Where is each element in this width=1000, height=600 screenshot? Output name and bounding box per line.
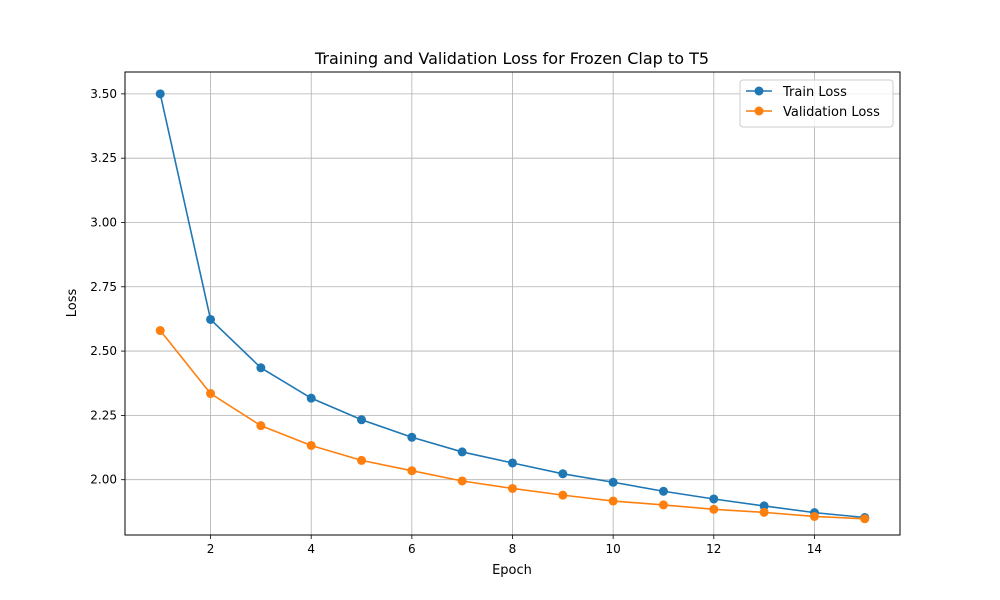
validation-loss-point <box>508 483 517 493</box>
chart-title: Training and Validation Loss for Frozen … <box>314 49 709 68</box>
legend: Train Loss Validation Loss <box>739 79 894 128</box>
train-loss-point <box>256 363 266 373</box>
x-axis-label: Epoch <box>492 563 532 578</box>
series-layer <box>155 89 870 524</box>
x-tick-label: 6 <box>408 542 416 556</box>
validation-loss-point <box>759 507 769 517</box>
validation-loss-point <box>860 514 870 524</box>
legend-validation-label: Validation Loss <box>783 105 880 120</box>
x-tick-label: 12 <box>706 542 721 556</box>
train-loss-point <box>407 432 417 442</box>
legend-validation-marker <box>754 106 764 116</box>
y-tick-label: 2.75 <box>90 280 117 294</box>
y-tick-label: 3.00 <box>90 215 117 229</box>
x-tick-label: 8 <box>509 542 517 556</box>
y-tick-label: 2.00 <box>90 473 117 487</box>
validation-loss-point <box>457 476 467 486</box>
y-tick-label: 3.50 <box>90 87 117 101</box>
validation-loss-point <box>357 455 367 465</box>
train-loss-point <box>558 469 568 479</box>
x-axis-ticks: 2 4 6 8 10 12 14 <box>207 535 822 556</box>
y-axis-ticks: 2.00 2.25 2.50 2.75 3.00 3.25 3.50 <box>90 87 125 487</box>
legend-box <box>739 79 894 128</box>
x-tick-label: 2 <box>207 542 215 556</box>
validation-loss-point <box>155 326 165 336</box>
validation-loss-point <box>709 504 719 514</box>
train-loss-point <box>457 447 467 457</box>
validation-loss-point <box>809 511 819 521</box>
validation-loss-point <box>658 500 668 510</box>
validation-loss-point <box>407 466 417 476</box>
validation-loss-point <box>306 440 316 450</box>
train-loss-point <box>658 486 668 496</box>
x-tick-label: 10 <box>606 542 621 556</box>
train-loss-point <box>759 501 769 511</box>
legend-train-label: Train Loss <box>782 85 847 100</box>
train-loss-point <box>608 477 618 487</box>
x-tick-label: 4 <box>307 542 315 556</box>
validation-loss-point <box>206 389 216 399</box>
validation-loss-point <box>558 490 568 500</box>
train-loss-point <box>206 314 216 324</box>
x-tick-label: 14 <box>807 542 822 556</box>
train-loss-point <box>357 415 367 425</box>
legend-train-marker <box>754 86 764 96</box>
validation-loss-point <box>256 421 266 431</box>
y-tick-label: 3.25 <box>90 151 117 165</box>
train-loss-point <box>306 393 316 403</box>
y-axis-label: Loss <box>65 289 80 318</box>
y-tick-label: 2.50 <box>90 344 117 358</box>
validation-loss-point <box>608 496 618 506</box>
y-tick-label: 2.25 <box>90 408 117 422</box>
train-loss-point <box>508 458 517 468</box>
train-loss-point <box>155 89 165 99</box>
train-loss-point <box>709 494 719 504</box>
